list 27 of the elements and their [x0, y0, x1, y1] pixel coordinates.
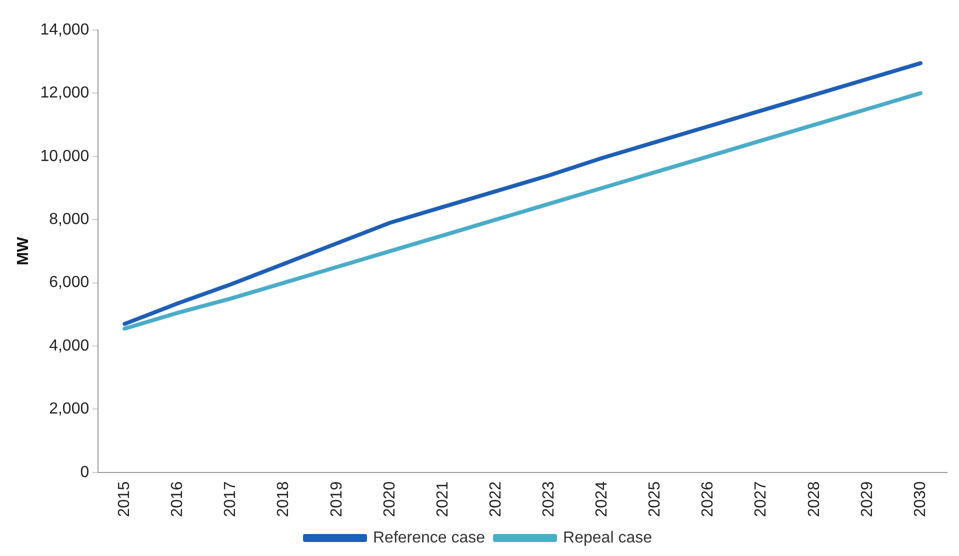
x-tick-label: 2025 — [646, 481, 664, 517]
legend-label: Reference case — [372, 529, 486, 546]
x-tick-label: 2018 — [275, 481, 292, 517]
legend-label: Repeal case — [563, 529, 652, 546]
y-tick-label: 10,000 — [40, 148, 90, 165]
x-tick-label: 2016 — [169, 481, 186, 517]
y-tick-label: 6,000 — [49, 274, 90, 292]
y-axis-title: MW — [15, 236, 32, 266]
x-tick-label: 2028 — [806, 481, 823, 517]
x-tick-label: 2019 — [328, 481, 346, 517]
x-tick-label: 2030 — [912, 481, 929, 517]
x-tick-label: 2015 — [116, 481, 134, 517]
y-tick-label: 14,000 — [40, 21, 90, 38]
y-tick-label: 12,000 — [40, 84, 90, 102]
x-tick-label: 2022 — [487, 481, 504, 517]
y-tick-label: 8,000 — [49, 211, 90, 228]
x-tick-label: 2026 — [700, 481, 717, 517]
x-tick-label: 2017 — [222, 481, 240, 517]
x-tick-label: 2023 — [540, 481, 558, 517]
x-tick-label: 2020 — [381, 481, 398, 517]
x-tick-label: 2024 — [594, 481, 611, 517]
x-tick-label: 2029 — [858, 481, 876, 517]
x-tick-label: 2021 — [434, 481, 452, 517]
y-tick-label: 0 — [80, 464, 90, 481]
y-tick-label: 4,000 — [49, 337, 90, 354]
x-tick-label: 2027 — [752, 481, 770, 517]
y-tick-label: 2,000 — [49, 400, 90, 418]
